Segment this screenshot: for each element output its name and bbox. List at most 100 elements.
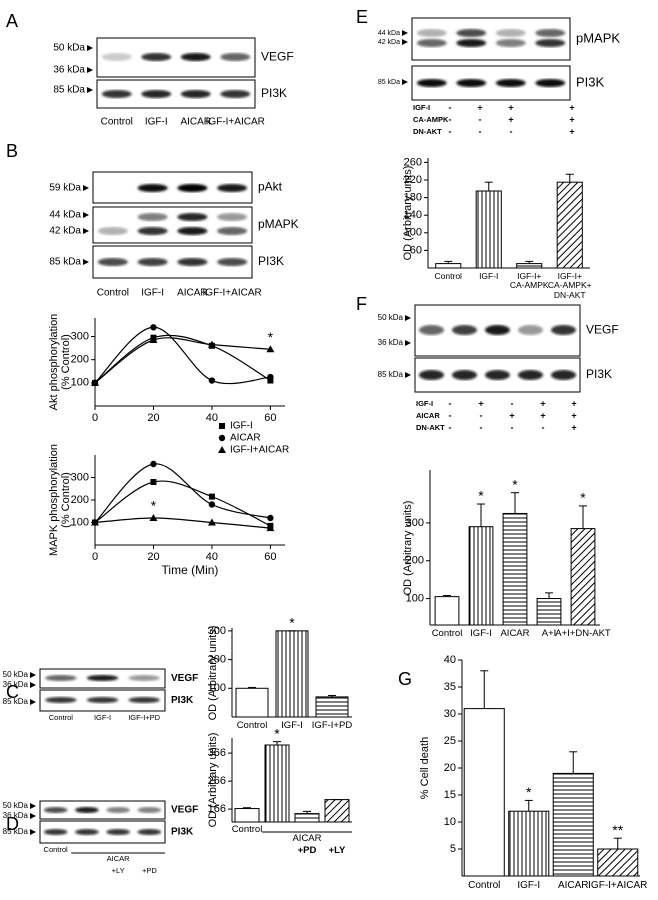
treatment-sign: -: [449, 422, 452, 432]
blot-band: [456, 29, 487, 37]
bar: [516, 263, 543, 269]
treatment-sign: -: [479, 114, 482, 124]
category-label: IGF-I+ CA-AMPK+ DN-AKT: [547, 271, 592, 300]
treatment-sign: -: [511, 422, 514, 432]
panel-label: G: [398, 669, 412, 689]
x-axis-label: Time (Min): [162, 563, 219, 577]
marker-arrow: [83, 228, 89, 234]
blot-frame: [39, 820, 166, 844]
data-point: [207, 518, 216, 526]
blot-band: [418, 325, 445, 335]
data-point: [208, 493, 215, 500]
blot-band: [128, 675, 161, 681]
blot-band: [484, 325, 511, 335]
bar: [508, 810, 550, 877]
x-tick-label: 60: [264, 412, 276, 424]
lane-label: Control: [97, 288, 129, 299]
y-tick-label: 15: [444, 789, 456, 801]
blot-frame: [39, 800, 166, 820]
treatment-sign: +: [540, 410, 545, 420]
marker-arrow: [87, 45, 93, 51]
y-axis-label: Akt phosphorylation (% Control): [47, 313, 72, 411]
y-tick-label: 25: [444, 735, 456, 747]
data-point: [149, 336, 158, 343]
blot-band: [495, 79, 526, 87]
lane-label: +PD: [142, 866, 157, 875]
series-line: [94, 334, 271, 384]
molecular-weight-marker: 44 kDa: [49, 210, 81, 221]
blot-band: [97, 258, 128, 266]
treatment-sign: +: [569, 126, 574, 136]
marker-arrow: [405, 372, 411, 378]
bar: [235, 687, 269, 718]
blot-band: [106, 807, 130, 813]
panel-label: A: [6, 11, 18, 31]
significance-marker: *: [151, 498, 157, 514]
blot-protein-label: PI3K: [261, 86, 287, 100]
blot-band: [137, 227, 168, 235]
blot-protein-label: PI3K: [586, 367, 612, 381]
category-label: AICAR: [292, 833, 322, 844]
blot-frame: [411, 17, 571, 61]
blot-band: [451, 325, 478, 335]
significance-marker: *: [289, 615, 295, 631]
significance-marker: *: [478, 488, 484, 504]
blot-band: [106, 829, 130, 835]
lane-label: Control: [44, 845, 69, 854]
legend-marker: [219, 423, 225, 429]
bar: [463, 708, 505, 877]
y-tick-label: 100: [71, 377, 89, 389]
y-axis-label: OD (Arbitrary units): [206, 625, 219, 720]
blot-band: [535, 29, 566, 37]
bar: [556, 181, 583, 269]
blot-band: [101, 53, 132, 61]
treatment-sign: +: [571, 422, 576, 432]
y-axis-label: OD (Arbitrary units): [206, 732, 219, 828]
lane-label: IGF-I: [141, 288, 164, 299]
data-point: [91, 378, 99, 386]
marker-arrow: [87, 67, 93, 73]
y-tick-label: 266: [208, 775, 226, 787]
category-label: IGF-I: [517, 880, 541, 891]
treatment-sign: -: [542, 422, 545, 432]
y-tick-label: 20: [444, 762, 456, 774]
data-point: [208, 501, 216, 508]
blot-band: [86, 675, 119, 681]
lane-label: IGF-I+AICAR: [206, 117, 265, 128]
bar: [435, 263, 462, 269]
data-point: [149, 514, 158, 521]
blot-protein-label: VEGF: [261, 50, 294, 64]
treatment-sign: -: [479, 126, 482, 136]
significance-marker: *: [512, 476, 518, 492]
treatment-sign: -: [511, 398, 514, 408]
treatment-sign: +: [509, 410, 514, 420]
panel-label: C: [6, 682, 19, 702]
category-label: Control: [231, 824, 263, 835]
y-tick-label: 300: [71, 330, 89, 342]
blot-band: [416, 79, 447, 87]
panel-label: E: [356, 7, 368, 27]
molecular-weight-marker: 85 kDa: [49, 257, 81, 268]
bar: [552, 772, 594, 877]
molecular-weight-marker: 85 kDa: [378, 79, 400, 86]
y-tick-label: 60: [410, 244, 422, 256]
molecular-weight-marker: 36 kDa: [53, 65, 85, 76]
category-label: A+I+DN-AKT: [555, 628, 611, 639]
bar: [536, 598, 562, 626]
data-point: [267, 373, 274, 381]
blot-band: [180, 90, 211, 98]
y-axis-label: OD (Arbitrary units): [401, 165, 414, 261]
treatment-sign: +: [478, 398, 483, 408]
marker-arrow: [405, 315, 411, 321]
blot-band: [137, 258, 168, 266]
blot-protein-label: pMAPK: [258, 217, 299, 231]
category-label: Control: [468, 880, 501, 891]
blot-band: [177, 227, 208, 235]
bar: [264, 744, 290, 823]
treatment-label: IGF-I: [413, 103, 430, 112]
blot-band: [86, 697, 119, 703]
molecular-weight-marker: 50 kDa: [3, 801, 29, 810]
molecular-weight-marker: 85 kDa: [378, 370, 404, 379]
data-point: [267, 377, 274, 384]
